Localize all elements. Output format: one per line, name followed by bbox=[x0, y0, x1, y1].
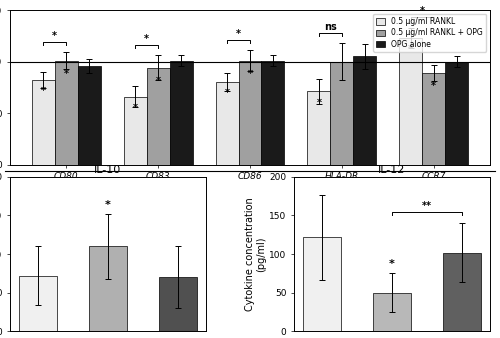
Bar bbox=[308, 92, 330, 165]
Bar bbox=[303, 237, 342, 331]
Title: IL-12: IL-12 bbox=[378, 165, 406, 175]
Bar bbox=[32, 80, 55, 165]
Text: *: * bbox=[64, 69, 69, 79]
Bar bbox=[170, 61, 192, 165]
Title: IL-10: IL-10 bbox=[94, 165, 122, 175]
Bar bbox=[55, 61, 78, 165]
Text: *: * bbox=[144, 34, 149, 44]
Bar bbox=[78, 66, 100, 165]
Text: *: * bbox=[236, 29, 241, 39]
Text: *: * bbox=[156, 76, 160, 86]
Text: *: * bbox=[224, 88, 230, 98]
Bar bbox=[238, 61, 262, 165]
Bar bbox=[146, 68, 170, 165]
Bar bbox=[124, 97, 146, 165]
Bar bbox=[422, 73, 445, 165]
Text: **: ** bbox=[422, 201, 432, 211]
Text: ns: ns bbox=[324, 22, 337, 32]
Legend: 0.5 μg/ml RANKL, 0.5 μg/ml RANKL + OPG, OPG alone: 0.5 μg/ml RANKL, 0.5 μg/ml RANKL + OPG, … bbox=[373, 14, 486, 52]
Bar bbox=[445, 62, 468, 165]
Text: *: * bbox=[408, 44, 414, 54]
Y-axis label: Cytokine concentration
(pg/ml): Cytokine concentration (pg/ml) bbox=[245, 197, 266, 311]
Bar bbox=[373, 293, 411, 331]
Text: *: * bbox=[389, 260, 395, 269]
Bar bbox=[19, 276, 58, 331]
Bar bbox=[400, 38, 422, 165]
Text: *: * bbox=[248, 69, 252, 79]
Text: *: * bbox=[420, 6, 424, 16]
Text: *: * bbox=[52, 31, 58, 41]
Text: *: * bbox=[41, 86, 46, 96]
Bar bbox=[89, 246, 127, 331]
Bar bbox=[330, 62, 353, 165]
Text: *: * bbox=[132, 103, 138, 113]
Bar bbox=[442, 252, 481, 331]
Bar bbox=[262, 61, 284, 165]
Text: *: * bbox=[431, 81, 436, 91]
Bar bbox=[158, 277, 197, 331]
Bar bbox=[354, 56, 376, 165]
Text: *: * bbox=[316, 98, 322, 107]
Bar bbox=[216, 82, 238, 165]
Text: *: * bbox=[105, 200, 111, 210]
